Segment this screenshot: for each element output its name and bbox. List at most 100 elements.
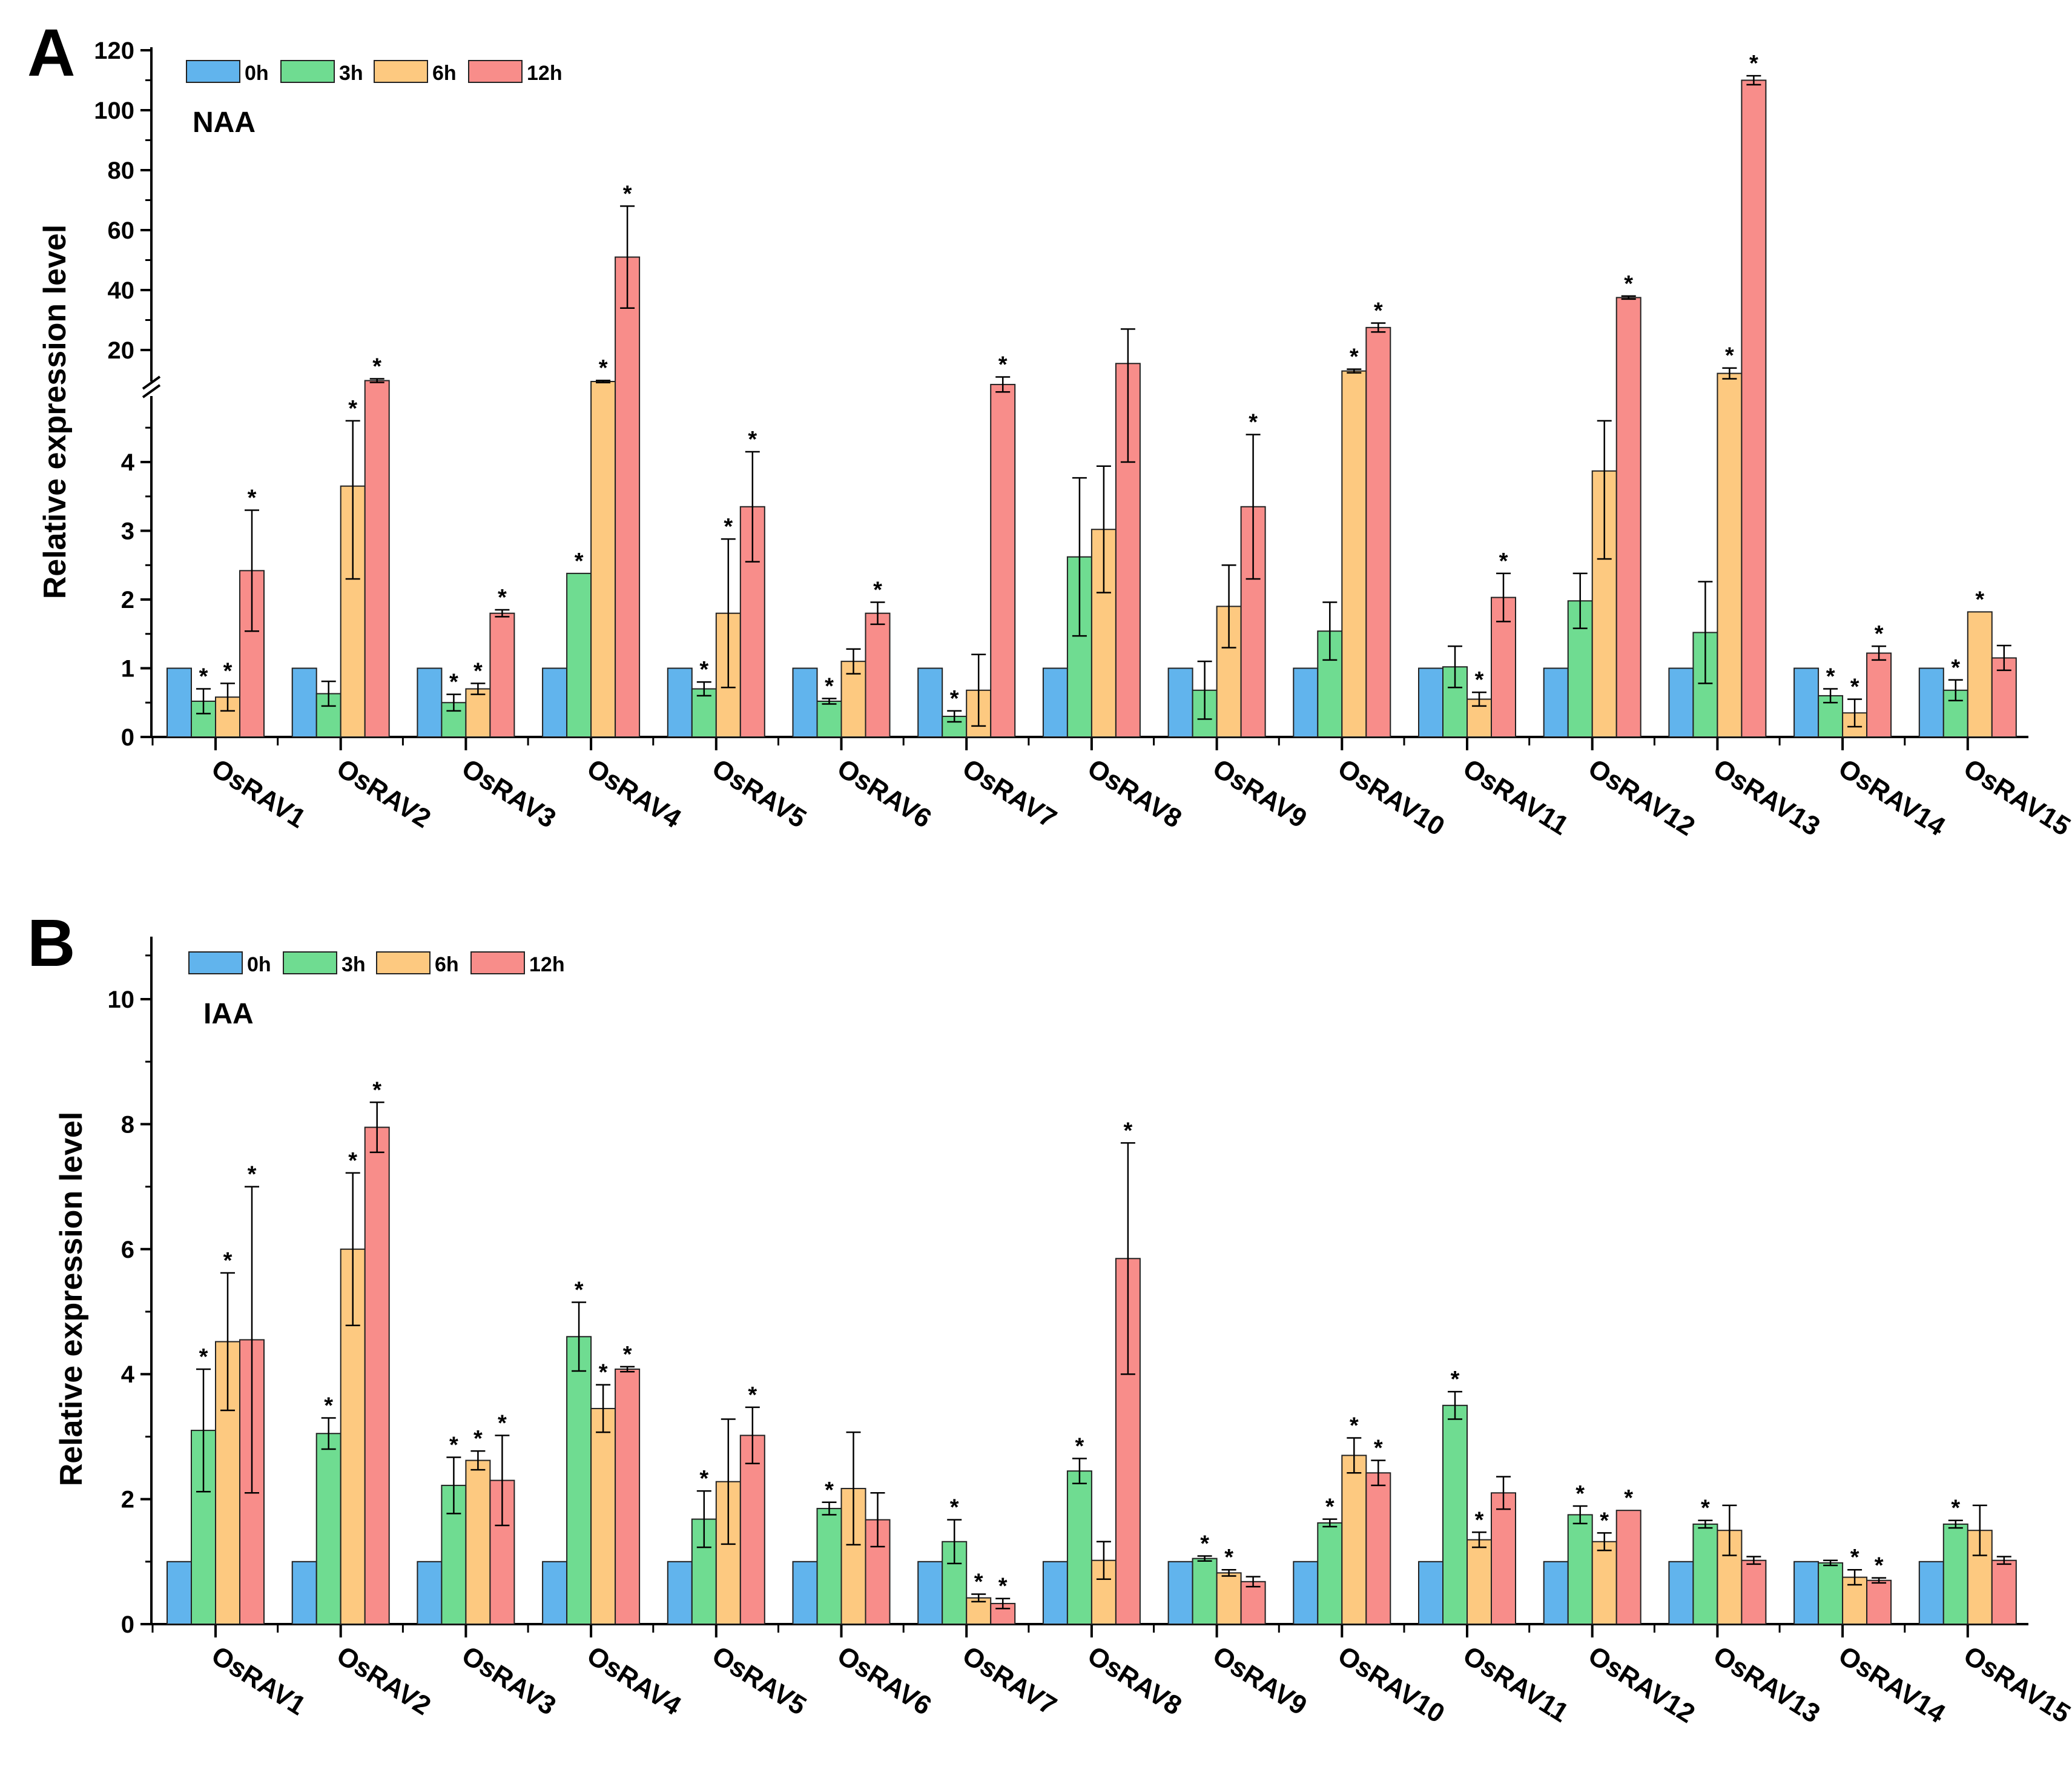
panel-a-plot: 0 1 2 3 4 20 40 60 80 100 120 OsRAV1 OsRAV2 OsRAV3 OsR… [94,38,2072,842]
legend-label-3h: 3h [339,62,363,85]
panel-a-y-tick-label: 0 [121,724,134,751]
panel-a-significance-mark: * [599,355,608,381]
panel-a-significance-mark: * [699,657,708,682]
panel-a-bar-0h [1793,667,1820,738]
panel-a-y-tick-label: 80 [108,157,135,184]
panel-b-bar-3h [566,1336,592,1625]
panel-a-bar-0h [167,667,192,738]
panel-a-category-label: OsRAV8 [1083,753,1187,834]
panel-b-category-label: OsRAV5 [707,1640,812,1721]
panel-a-bar-3h [816,700,842,738]
panel-a-category-label: OsRAV10 [1333,753,1450,842]
panel-b-legend: 0h 3h 6h 12h [188,951,565,976]
panel-a-bar-6h [1341,370,1367,738]
panel-a-bar-0h [417,667,443,738]
panel-b-category-label: OsRAV11 [1458,1640,1574,1728]
legend-label-12h: 12h [529,953,565,976]
panel-a-significance-mark: * [1725,343,1734,369]
panel-b-bar-12h [1991,1559,2017,1625]
panel-a-bar-0h [1167,667,1193,738]
panel-b-bar-0h [667,1561,693,1625]
panel-b-bar-3h [1942,1523,1968,1625]
panel-b-bar-0h [417,1561,443,1625]
panel-a-category-label: OsRAV12 [1583,753,1700,842]
panel-b-significance-mark: * [1200,1531,1209,1557]
panel-a-bar-0h [667,667,693,738]
panel-b-significance-mark: * [998,1574,1008,1599]
panel-b-significance-mark: * [1624,1485,1633,1511]
panel-a-bar-0h [917,667,943,738]
panel-b-y-tick-label: 6 [121,1237,134,1263]
panel-b-category-label: OsRAV1 [206,1640,311,1721]
panel-b-significance-mark: * [575,1278,584,1303]
panel-b-bar-3h [1192,1558,1218,1625]
panel-a-bar-6h [465,688,491,738]
panel-a-bar-0h [1418,667,1443,738]
panel-b-bar-0h [1418,1561,1443,1625]
panel-a-significance-mark: * [1749,51,1758,76]
panel-a-y-tick-label: 100 [94,97,134,124]
panel-b-bar-0h [1543,1561,1569,1625]
legend-label-12h: 12h [527,62,563,85]
panel-b-bar-12h [615,1368,641,1625]
panel-b-bar-0h [1293,1561,1319,1625]
panel-a-bar-12h [990,383,1016,738]
legend-swatch-12h [470,951,525,974]
panel-a-category-label: OsRAV3 [457,753,561,834]
panel-b-significance-mark: * [1850,1545,1859,1570]
panel-b-significance-mark: * [248,1162,257,1188]
panel-b-significance-mark: * [1350,1413,1359,1438]
panel-a-significance-mark: * [1350,345,1359,370]
panel-b-y-tick-label: 8 [121,1111,134,1138]
panel-b-bar-3h [1692,1523,1718,1625]
panel-a-bar-0h [1042,667,1068,738]
panel-b-bar-12h [1615,1510,1641,1625]
panel-a-bar-6h [1967,611,1993,738]
panel-b-bar-12h [1741,1559,1767,1625]
panel-b-significance-mark: * [348,1148,357,1174]
panel-b-significance-mark: * [1875,1553,1884,1579]
panel-a-y-tick-label: 1 [121,656,134,682]
legend-swatch-0h [188,951,243,974]
panel-a-significance-mark: * [473,658,483,684]
panel-a-significance-mark: * [498,585,507,610]
panel-b-bar-0h [167,1561,192,1625]
panel-b-significance-mark: * [199,1344,208,1370]
panel-a-significance-mark: * [748,427,757,452]
panel-b-category-label: OsRAV14 [1833,1640,1951,1729]
panel-b-category-label: OsRAV15 [1959,1640,2072,1729]
panel-b-significance-mark: * [1075,1434,1084,1459]
panel-a-letter: A [27,16,75,90]
panel-a-y-tick-label: 120 [94,38,134,64]
panel-a-significance-mark: * [1374,298,1383,323]
panel-a-significance-mark: * [724,514,733,540]
legend-label-0h: 0h [247,953,271,976]
panel-a-significance-mark: * [623,181,632,206]
panel-b-y-tick-label: 10 [108,986,135,1013]
panel-a-category-label: OsRAV5 [707,753,812,834]
panel-a-y-tick-label: 20 [108,337,135,364]
panel-b-significance-mark: * [1325,1495,1335,1520]
panel-b-bar-6h [590,1407,616,1625]
panel-b-bar-3h [1442,1404,1468,1625]
panel-b-y-tick-label: 2 [121,1487,134,1513]
panel-b-significance-mark: * [1224,1545,1233,1570]
panel-b-significance-mark: * [449,1432,458,1458]
panel-a-bar-3h [691,688,717,738]
panel-a-significance-mark: * [348,396,357,421]
panel-b-bar-3h [816,1508,842,1625]
panel-b-significance-mark: * [223,1248,233,1274]
panel-b-significance-mark: * [748,1383,757,1408]
panel-a-category-label: OsRAV9 [1207,753,1312,834]
panel-b-significance-mark: * [1451,1367,1460,1392]
panel-a-category-label: OsRAV11 [1458,753,1574,841]
panel-a-significance-mark: * [1975,587,1984,612]
panel-b-category-label: OsRAV13 [1708,1640,1825,1729]
legend-swatch-6h [376,951,431,974]
panel-a-bar-12h [1615,297,1641,738]
panel-a-bar-0h [542,667,568,738]
panel-a-significance-mark: * [1624,271,1633,297]
panel-b-significance-mark: * [950,1495,959,1521]
panel-b-bar-6h [1591,1541,1617,1625]
panel-a-category-label: OsRAV1 [206,753,311,834]
